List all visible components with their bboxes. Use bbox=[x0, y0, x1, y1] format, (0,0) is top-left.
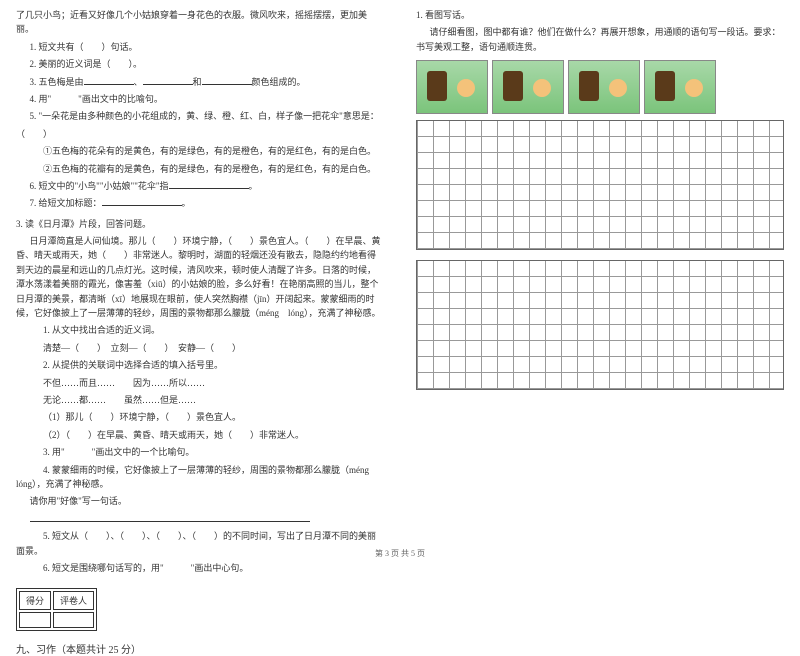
r-q1: 1. 看图写话。 bbox=[416, 8, 784, 22]
q5b: （ ） bbox=[16, 127, 384, 141]
blank bbox=[102, 196, 182, 206]
p3-q4a: 请你用"好像"写一句话。 bbox=[16, 494, 384, 508]
story-image-2 bbox=[492, 60, 564, 114]
blank-line bbox=[16, 512, 384, 526]
p3-q3: 3. 用" "画出文中的一个比喻句。 bbox=[16, 445, 384, 459]
section-9: 九、习作（本题共计 25 分） bbox=[16, 641, 384, 656]
score-h1: 得分 bbox=[19, 591, 51, 610]
p3-q2a: 不但……而且…… 因为……所以…… bbox=[16, 376, 384, 390]
p3-body1: 日月潭简直是人间仙境。那儿（ ）环境宁静，（ ）景色宜人。（ ）在早晨、黄昏、晴… bbox=[16, 234, 384, 320]
score-cell bbox=[53, 612, 94, 628]
blank bbox=[84, 75, 134, 85]
story-image-1 bbox=[416, 60, 488, 114]
p3-q2: 2. 从提供的关联词中选择合适的填入括号里。 bbox=[16, 358, 384, 372]
writing-grid-1 bbox=[416, 120, 784, 250]
intro-text: 了几只小鸟；近看又好像几个小姑娘穿着一身花色的衣服。微风吹来，摇摇摆摆，更加美丽… bbox=[16, 8, 384, 37]
story-image-4 bbox=[644, 60, 716, 114]
p3-q1a: 清楚—（ ） 立刻—（ ） 安静—（ ） bbox=[16, 341, 384, 355]
p3-q6: 6. 短文是围绕哪句话写的，用" "画出中心句。 bbox=[16, 561, 384, 575]
score-h2: 评卷人 bbox=[53, 591, 94, 610]
p3-q2d: （2）（ ）在早晨、黄昏、晴天或雨天，她（ ）非常迷人。 bbox=[16, 428, 384, 442]
page-footer: 第 3 页 共 5 页 bbox=[0, 548, 800, 559]
p3-q2c: （1）那儿（ ）环境宁静，（ ）景色宜人。 bbox=[16, 410, 384, 424]
q3-c: 和 bbox=[193, 77, 202, 87]
q1: 1. 短文共有（ ）句话。 bbox=[16, 40, 384, 54]
q7: 7. 给短文加标题：。 bbox=[16, 196, 384, 210]
q7-text: 7. 给短文加标题： bbox=[30, 198, 102, 208]
q5-opt1: ①五色梅的花朵有的是黄色，有的是绿色，有的是橙色，有的是红色，有的是白色。 bbox=[16, 144, 384, 158]
q6: 6. 短文中的"小鸟""小姑娘""花伞"指。 bbox=[16, 179, 384, 193]
q2: 2. 美丽的近义词是（ ）。 bbox=[16, 57, 384, 71]
score-cell bbox=[19, 612, 51, 628]
q4: 4. 用" "画出文中的比喻句。 bbox=[16, 92, 384, 106]
blank bbox=[143, 75, 193, 85]
p3-q4: 4. 蒙蒙细雨的时候，它好像披上了一层薄薄的轻纱，周围的景物都那么朦胧（méng… bbox=[16, 463, 384, 492]
p3-q2b: 无论……都…… 虽然……但是…… bbox=[16, 393, 384, 407]
blank bbox=[30, 512, 310, 522]
q5a: 5. "一朵花是由多种颜色的小花组成的，黄、绿、橙、红、白，样子像一把花伞"意思… bbox=[16, 109, 384, 123]
q6-text: 6. 短文中的"小鸟""小姑娘""花伞"指 bbox=[30, 181, 169, 191]
p3-q1: 1. 从文中找出合适的近义词。 bbox=[16, 323, 384, 337]
q3-b: 、 bbox=[134, 77, 143, 87]
blank bbox=[169, 179, 249, 189]
q3-a: 3. 五色梅是由 bbox=[30, 77, 84, 87]
q3: 3. 五色梅是由 、 和 颜色组成的。 bbox=[16, 75, 384, 89]
image-row bbox=[416, 60, 784, 114]
blank bbox=[202, 75, 252, 85]
writing-grid-2 bbox=[416, 260, 784, 390]
q3-d: 颜色组成的。 bbox=[252, 77, 306, 87]
p3-title: 3. 读《日月潭》片段，回答问题。 bbox=[16, 217, 384, 231]
q5-opt2: ②五色梅的花瓣有的是黄色，有的是绿色，有的是橙色，有的是红色，有的是白色。 bbox=[16, 162, 384, 176]
r-q1-body: 请仔细看图，图中都有谁？他们在做什么？再展开想象，用通顺的语句写一段话。要求：书… bbox=[416, 25, 784, 54]
score-table: 得分 评卷人 bbox=[16, 588, 97, 631]
story-image-3 bbox=[568, 60, 640, 114]
